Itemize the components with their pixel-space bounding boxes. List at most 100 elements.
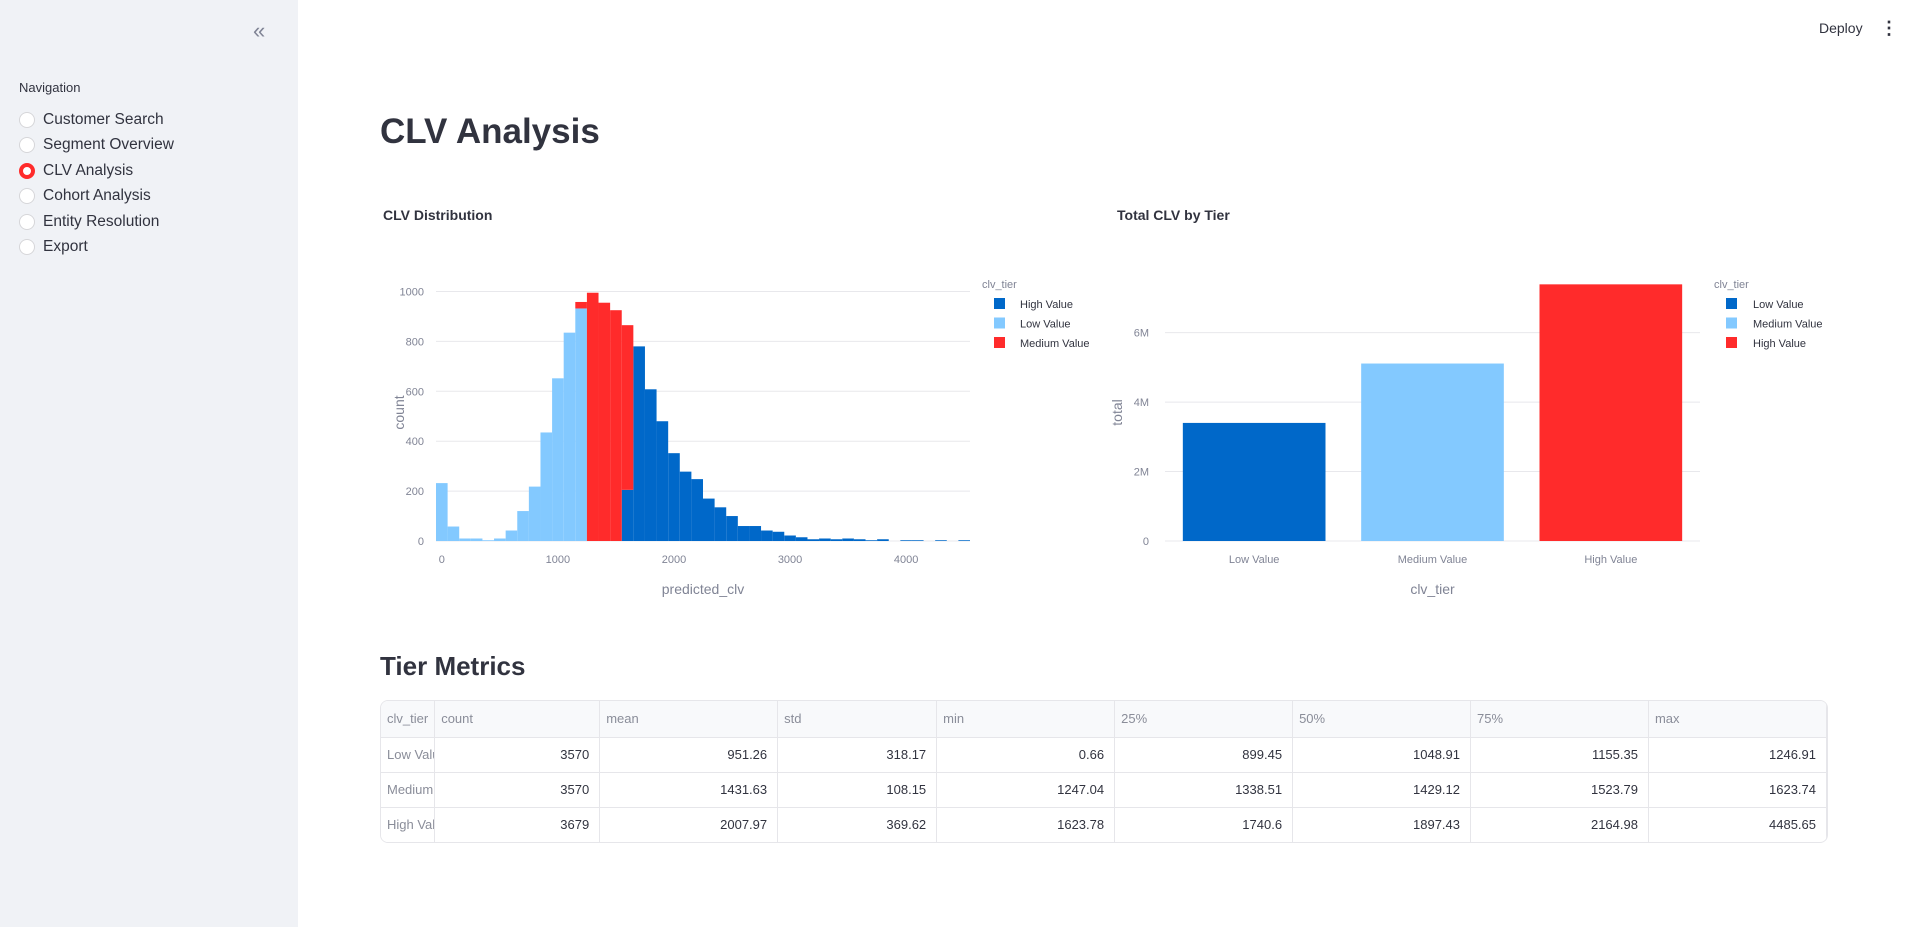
histogram-bar-high-value bbox=[726, 516, 738, 541]
x-tick-label: Medium Value bbox=[1398, 554, 1468, 566]
column-header[interactable]: std bbox=[777, 701, 938, 738]
nav-item-label: Export bbox=[43, 238, 88, 256]
table-cell[interactable]: 1897.43 bbox=[1292, 807, 1472, 842]
table-cell[interactable]: 1338.51 bbox=[1114, 772, 1294, 808]
legend-swatch bbox=[1726, 298, 1737, 309]
x-tick-label: 3000 bbox=[778, 554, 802, 566]
histogram-bar-low-value bbox=[563, 332, 576, 541]
histogram-bar-low-value bbox=[470, 538, 483, 541]
histogram-bar-high-value bbox=[807, 539, 820, 541]
bar-medium-value bbox=[1361, 363, 1504, 541]
column-header[interactable]: 75% bbox=[1470, 701, 1649, 738]
table-cell[interactable]: 1155.35 bbox=[1470, 737, 1649, 773]
histogram-bar-medium-value bbox=[610, 310, 622, 541]
row-index-cell[interactable]: Low Value bbox=[381, 737, 436, 773]
nav-item-clv-analysis[interactable]: CLV Analysis bbox=[19, 158, 174, 184]
table-cell[interactable]: 3679 bbox=[434, 807, 601, 842]
histogram-bar-high-value bbox=[795, 537, 808, 541]
column-header[interactable]: clv_tier bbox=[381, 701, 436, 738]
nav-item-segment-overview[interactable]: Segment Overview bbox=[19, 133, 174, 159]
y-tick-label: 0 bbox=[1143, 536, 1149, 548]
nav-item-label: Customer Search bbox=[43, 110, 164, 128]
column-header[interactable]: 25% bbox=[1114, 701, 1294, 738]
nav-item-export[interactable]: Export bbox=[19, 235, 174, 261]
table-cell[interactable]: 369.62 bbox=[777, 807, 938, 842]
histogram-bar-low-value bbox=[552, 378, 564, 541]
legend-item: High Value bbox=[1753, 338, 1806, 350]
table-cell[interactable]: 1247.04 bbox=[936, 772, 1116, 808]
y-tick-label: 2M bbox=[1134, 467, 1149, 479]
nav-item-cohort-analysis[interactable]: Cohort Analysis bbox=[19, 184, 174, 210]
legend-swatch bbox=[994, 317, 1005, 329]
table-cell[interactable]: 2164.98 bbox=[1470, 807, 1649, 842]
legend-item: Low Value bbox=[1753, 299, 1804, 311]
legend-swatch bbox=[994, 298, 1005, 309]
column-header[interactable]: min bbox=[936, 701, 1116, 738]
legend-item: High Value bbox=[1020, 299, 1073, 311]
x-tick-label: High Value bbox=[1584, 554, 1637, 566]
histogram-bar-medium-value bbox=[621, 325, 634, 490]
table-cell[interactable]: 3570 bbox=[434, 737, 601, 773]
radio-icon[interactable] bbox=[19, 111, 35, 128]
column-header[interactable]: mean bbox=[599, 701, 779, 738]
table-cell[interactable]: 899.45 bbox=[1114, 737, 1294, 773]
y-axis-label: count bbox=[391, 395, 407, 429]
histogram-bar-high-value bbox=[911, 540, 924, 541]
histogram-bar-medium-value bbox=[575, 301, 587, 309]
radio-icon[interactable] bbox=[19, 213, 35, 230]
tier-metrics-table[interactable]: clv_tier count mean std min 25% 50% 75% max Low … bbox=[380, 700, 1828, 843]
table-cell[interactable]: 3570 bbox=[434, 772, 601, 808]
histogram-bar-low-value bbox=[575, 308, 587, 541]
histogram-bar-high-value bbox=[656, 421, 669, 541]
histogram-bar-high-value bbox=[703, 498, 715, 541]
y-tick-label: 1000 bbox=[400, 286, 424, 298]
nav-item-customer-search[interactable]: Customer Search bbox=[19, 107, 174, 133]
column-header[interactable]: max bbox=[1648, 701, 1827, 738]
y-tick-label: 400 bbox=[406, 436, 424, 448]
table-row: High Value36792007.97369.621623.781740.6… bbox=[381, 807, 1827, 842]
table-cell[interactable]: 1623.74 bbox=[1648, 772, 1827, 808]
row-index-cell[interactable]: High Value bbox=[381, 807, 436, 842]
column-header[interactable]: 50% bbox=[1292, 701, 1472, 738]
table-cell[interactable]: 951.26 bbox=[599, 737, 779, 773]
nav-item-label: Entity Resolution bbox=[43, 212, 160, 230]
histogram-bar-low-value bbox=[517, 511, 529, 541]
column-header[interactable]: count bbox=[434, 701, 601, 738]
histogram-bar-high-value bbox=[958, 540, 970, 541]
histogram-bar-high-value bbox=[737, 526, 750, 541]
radio-icon[interactable] bbox=[19, 162, 35, 179]
radio-icon[interactable] bbox=[19, 239, 35, 256]
y-tick-label: 200 bbox=[406, 486, 424, 498]
nav-item-entity-resolution[interactable]: Entity Resolution bbox=[19, 209, 174, 235]
table-cell[interactable]: 108.15 bbox=[777, 772, 938, 808]
radio-icon[interactable] bbox=[19, 188, 35, 205]
table-cell[interactable]: 1623.78 bbox=[936, 807, 1116, 842]
bar-high-value bbox=[1539, 284, 1683, 541]
x-axis-label: predicted_clv bbox=[662, 581, 745, 597]
table-cell[interactable]: 1048.91 bbox=[1292, 737, 1472, 773]
vertical-ellipsis-icon[interactable]: ⋮ bbox=[1880, 18, 1898, 38]
table-cell[interactable]: 318.17 bbox=[777, 737, 938, 773]
table-cell[interactable]: 2007.97 bbox=[599, 807, 779, 842]
sidebar: « Navigation Customer Search Segment Over… bbox=[0, 0, 298, 927]
table-cell[interactable]: 4485.65 bbox=[1648, 807, 1827, 842]
histogram-bar-low-value bbox=[459, 538, 471, 541]
clv-distribution-chart: 0 200 400 600 800 1000 0 1000 2000 3000 4000 predic… bbox=[391, 279, 1090, 597]
collapse-sidebar-icon[interactable]: « bbox=[253, 18, 266, 43]
row-index-cell[interactable]: Medium Value bbox=[381, 772, 436, 808]
radio-icon[interactable] bbox=[19, 137, 35, 154]
legend-title: clv_tier bbox=[982, 279, 1017, 291]
deploy-button[interactable]: Deploy bbox=[1819, 20, 1863, 36]
table-cell[interactable]: 1246.91 bbox=[1648, 737, 1827, 773]
table-cell[interactable]: 1431.63 bbox=[599, 772, 779, 808]
y-tick-label: 4M bbox=[1134, 397, 1149, 409]
legend-item: Low Value bbox=[1020, 319, 1071, 331]
histogram-bar-high-value bbox=[621, 489, 634, 541]
histogram-bar-medium-value bbox=[598, 302, 611, 541]
nav-item-label: Cohort Analysis bbox=[43, 187, 151, 205]
histogram-bar-low-value bbox=[436, 483, 448, 541]
table-cell[interactable]: 1523.79 bbox=[1470, 772, 1649, 808]
table-cell[interactable]: 1429.12 bbox=[1292, 772, 1472, 808]
table-cell[interactable]: 1740.6 bbox=[1114, 807, 1294, 842]
table-cell[interactable]: 0.66 bbox=[936, 737, 1116, 773]
